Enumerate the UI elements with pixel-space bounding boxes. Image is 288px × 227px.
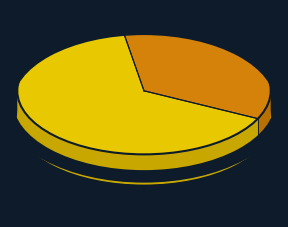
Ellipse shape [17,57,271,184]
Polygon shape [17,91,258,184]
Polygon shape [122,27,271,119]
Polygon shape [258,91,271,148]
Ellipse shape [3,27,285,184]
Polygon shape [17,28,258,154]
